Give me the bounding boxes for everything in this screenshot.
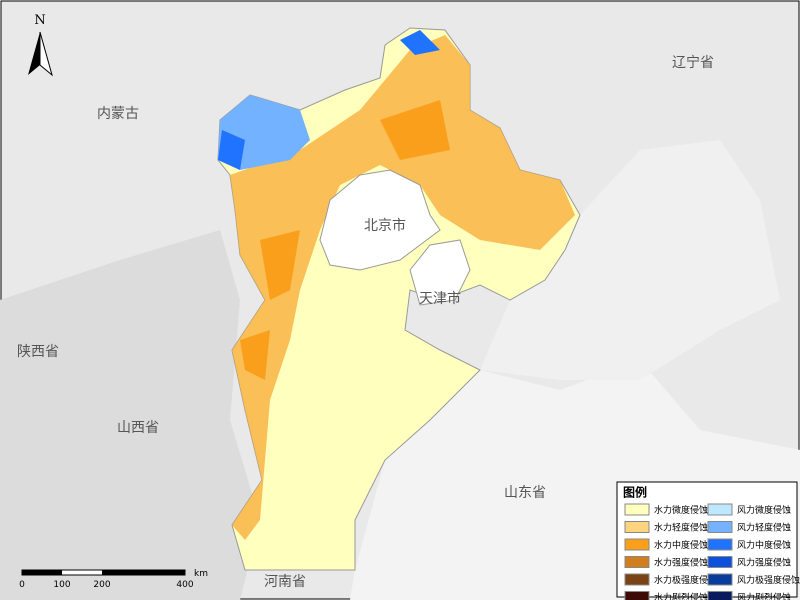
legend-swatch [624, 573, 650, 586]
place-label: 山西省 [117, 420, 159, 436]
legend-title: 图例 [623, 485, 647, 500]
arrow-half [28, 32, 40, 75]
legend-swatch [624, 503, 650, 516]
hills [0, 230, 260, 600]
scale-label: 400 [176, 580, 193, 590]
scale-segment [22, 570, 62, 575]
legend-label: 风力轻度侵蚀 [737, 522, 791, 534]
north-arrow: N [28, 13, 53, 77]
legend-swatch [624, 591, 650, 600]
place-label: 河南省 [264, 574, 306, 590]
legend-swatch [624, 556, 650, 568]
place-label: 陕西省 [17, 344, 59, 360]
legend-swatch [707, 573, 733, 586]
scale-segment [102, 570, 185, 575]
scale-label: 200 [93, 580, 110, 590]
tianjin [409, 239, 471, 306]
legend-label: 风力微度侵蚀 [737, 504, 791, 516]
beijing [319, 169, 441, 271]
legend-label: 风力强度侵蚀 [737, 557, 791, 569]
legend-swatch [707, 521, 733, 533]
legend-label: 水力中度侵蚀 [654, 539, 708, 551]
place-label: 辽宁省 [672, 54, 714, 71]
legend-label: 风力极强度侵蚀 [737, 574, 800, 586]
place-label: 山东省 [504, 485, 546, 501]
moderate-erosion [240, 100, 450, 380]
legend-label: 水力轻度侵蚀 [654, 522, 708, 534]
legend-label: 水力剧烈侵蚀 [654, 592, 708, 600]
water-erosion [230, 35, 575, 540]
legend-swatch [707, 538, 733, 551]
legend-swatch [707, 591, 733, 600]
scale-bar [21, 569, 186, 576]
arrow-half [39, 31, 53, 77]
scale-unit: km [194, 569, 208, 579]
legend-label: 风力剧烈侵蚀 [737, 592, 791, 600]
scale-label: 100 [53, 580, 70, 590]
scale-label: 0 [19, 580, 25, 590]
legend-label: 水力微度侵蚀 [654, 504, 708, 516]
legend-label: 风力中度侵蚀 [737, 539, 791, 551]
sea-coast [480, 140, 780, 380]
legend-swatch [624, 521, 650, 533]
legend-label: 水力强度侵蚀 [654, 557, 708, 569]
legend-label: 水力极强度侵蚀 [654, 574, 717, 586]
north-label: N [34, 13, 45, 28]
legend-swatch [624, 538, 650, 551]
place-label: 内蒙古 [97, 106, 139, 122]
legend-swatch [707, 503, 733, 516]
legend-swatch [707, 556, 733, 568]
place-label: 天津市 [419, 290, 461, 307]
wind-erosion-moderate [218, 30, 440, 170]
place-label: 北京市 [364, 217, 406, 234]
